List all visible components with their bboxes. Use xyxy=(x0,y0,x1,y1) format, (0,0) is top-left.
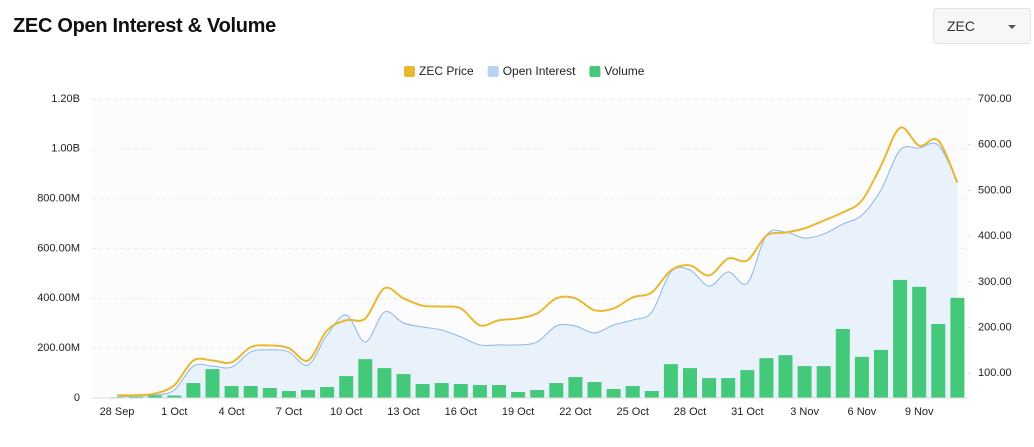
volume-bar xyxy=(396,374,411,398)
y-tick-label: 800.00M xyxy=(37,193,80,205)
volume-bar xyxy=(167,395,182,398)
volume-bar xyxy=(377,368,392,398)
x-tick-label: 19 Oct xyxy=(502,406,534,418)
x-tick-label: 31 Oct xyxy=(731,406,763,418)
volume-bar xyxy=(320,387,335,398)
legend-swatch xyxy=(404,66,415,77)
y2-tick-label: 700.00 xyxy=(978,93,1012,105)
volume-bar xyxy=(874,349,888,398)
y2-tick-label: 600.00 xyxy=(978,139,1012,151)
volume-bar xyxy=(301,390,315,398)
legend-label: ZEC Price xyxy=(419,64,474,78)
volume-bar xyxy=(663,364,678,398)
legend-label: Open Interest xyxy=(503,64,576,78)
volume-bar xyxy=(644,391,659,398)
oi-line xyxy=(116,142,958,398)
y2-tick-label: 100.00 xyxy=(978,367,1012,379)
volume-bar xyxy=(492,385,506,398)
volume-bar xyxy=(702,378,717,398)
x-tick-label: 28 Oct xyxy=(674,406,706,418)
volume-bar xyxy=(912,286,927,398)
volume-bar xyxy=(530,390,545,398)
legend-swatch xyxy=(589,66,601,77)
volume-bar xyxy=(931,323,946,398)
volume-bar xyxy=(434,383,449,398)
chart-title: ZEC Open Interest & Volume xyxy=(13,15,276,37)
y-tick-label: 1.20B xyxy=(51,93,80,105)
volume-bar xyxy=(129,396,144,398)
y2-tick-label: 200.00 xyxy=(978,321,1012,333)
volume-bar xyxy=(281,391,296,398)
x-tick-label: 6 Nov xyxy=(848,406,877,418)
volume-bar xyxy=(740,370,755,398)
oi-area xyxy=(117,143,958,398)
y-tick-label: 200.00M xyxy=(37,342,80,354)
volume-bar xyxy=(224,386,239,398)
volume-bar xyxy=(835,328,850,398)
volume-bar xyxy=(721,378,736,398)
volume-bar xyxy=(148,395,163,398)
volume-bar xyxy=(205,369,220,398)
x-tick-label: 3 Nov xyxy=(790,406,819,418)
price-line xyxy=(116,126,959,397)
y-tick-label: 600.00M xyxy=(37,242,80,254)
x-tick-label: 16 Oct xyxy=(445,406,477,418)
x-tick-label: 9 Nov xyxy=(905,406,934,418)
volume-bar xyxy=(683,368,697,398)
volume-bar xyxy=(797,366,812,398)
x-tick-label: 7 Oct xyxy=(276,406,302,418)
volume-bar xyxy=(816,366,831,398)
volume-bar xyxy=(759,358,774,398)
y2-tick-label: 300.00 xyxy=(978,276,1012,288)
volume-bar xyxy=(358,359,373,398)
volume-bar xyxy=(606,389,621,398)
y-tick-label: 0 xyxy=(74,392,80,404)
y-tick-label: 400.00M xyxy=(37,292,80,304)
volume-bar xyxy=(472,385,487,398)
volume-bar xyxy=(415,384,430,398)
volume-bar xyxy=(893,279,908,398)
volume-bar xyxy=(186,383,201,398)
volume-bar xyxy=(511,392,526,398)
volume-bar xyxy=(243,386,258,398)
volume-bar xyxy=(625,386,640,398)
x-tick-label: 28 Sep xyxy=(100,406,135,418)
dropdown-arrow xyxy=(1008,25,1016,29)
y2-tick-label: 500.00 xyxy=(978,184,1012,196)
x-tick-label: 25 Oct xyxy=(616,406,648,418)
x-tick-label: 10 Oct xyxy=(330,406,362,418)
volume-bar xyxy=(950,297,965,398)
volume-bar xyxy=(339,376,354,398)
legend-swatch xyxy=(487,66,499,77)
selector-label: ZEC xyxy=(947,18,975,34)
y2-tick-label: 400.00 xyxy=(978,230,1012,242)
x-tick-label: 4 Oct xyxy=(218,406,244,418)
volume-bar xyxy=(854,356,869,398)
volume-bar xyxy=(778,355,793,398)
volume-bar xyxy=(587,382,602,398)
y-tick-label: 1.00B xyxy=(51,143,80,155)
coin-selector[interactable]: ZEC xyxy=(933,8,1031,44)
volume-bar xyxy=(549,383,564,398)
volume-bar xyxy=(568,377,583,398)
legend-label: Volume xyxy=(604,64,644,78)
volume-bar xyxy=(262,388,277,398)
x-tick-label: 22 Oct xyxy=(559,406,591,418)
x-tick-label: 1 Oct xyxy=(161,406,187,418)
volume-bar xyxy=(453,384,468,398)
x-tick-label: 13 Oct xyxy=(387,406,419,418)
